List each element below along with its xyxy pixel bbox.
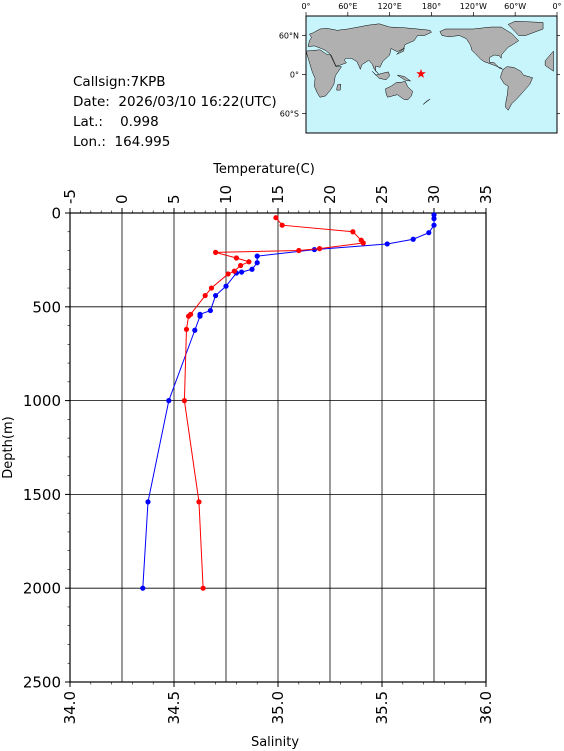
temperature-data-point <box>223 283 229 289</box>
depth-tick-label: 2000 <box>23 580 61 598</box>
salinity-data-point <box>246 259 252 265</box>
temperature-data-point <box>254 253 260 259</box>
salinity-data-point <box>237 262 244 269</box>
depth-tick-label: 1000 <box>23 392 61 410</box>
salinity-data-point <box>200 585 206 591</box>
map-lat-label: 60°N <box>279 32 299 41</box>
temperature-tick-label: 30 <box>425 185 443 204</box>
salinity-tick-label: 34.0 <box>61 691 79 724</box>
longitude-text: Lon.: 164.995 <box>73 134 171 150</box>
temperature-tick-label: 15 <box>269 185 287 204</box>
temperature-data-point <box>254 260 260 266</box>
temperature-data-point <box>431 216 437 222</box>
land-mass <box>439 26 520 70</box>
land-mass <box>372 71 390 80</box>
map-lat-label: 60°S <box>280 110 299 119</box>
temperature-data-point <box>197 313 203 319</box>
salinity-data-point <box>233 255 239 261</box>
salinity-tick-label: 35.5 <box>373 691 391 724</box>
temperature-tick-label: 10 <box>217 185 235 204</box>
temperature-data-point <box>431 212 437 218</box>
depth-tick-label: 1500 <box>23 486 61 504</box>
land-mass <box>305 49 343 98</box>
temperature-data-point <box>384 241 390 247</box>
salinity-data-point <box>213 249 219 255</box>
temperature-data-point <box>426 230 432 236</box>
salinity-data-point <box>296 247 302 254</box>
temperature-tick-label: 0 <box>113 194 131 204</box>
depth-axis-label: Depth(m) <box>1 416 16 478</box>
land-mass <box>336 83 342 91</box>
salinity-tick-label: 35.0 <box>269 691 287 724</box>
salinity-data-point <box>208 285 215 291</box>
salinity-data-point <box>225 271 231 277</box>
salinity-data-point <box>196 499 202 505</box>
depth-tick-label: 0 <box>51 205 61 223</box>
map-lon-label: 120°W <box>460 2 487 11</box>
temperature-data-point <box>410 236 416 242</box>
temperature-tick-label: 25 <box>373 185 391 204</box>
salinity-data-point <box>273 215 279 221</box>
salinity-data-point <box>181 398 187 404</box>
latitude-text: Lat.: 0.998 <box>73 114 159 130</box>
temperature-data-point <box>431 222 437 228</box>
map-lon-label: 0° <box>301 2 310 11</box>
salinity-axis-label: Salinity <box>251 735 299 750</box>
temperature-data-point <box>166 398 172 404</box>
station-info: Callsign:7KPB Date: 2026/03/10 16:22(UTC… <box>73 72 277 152</box>
temperature-tick-label: 35 <box>477 185 495 204</box>
land-mass <box>307 23 432 75</box>
temperature-data-point <box>140 585 146 591</box>
temperature-tick-label: -5 <box>61 189 79 204</box>
land-mass <box>385 80 413 101</box>
salinity-tick-label: 34.5 <box>165 691 183 724</box>
salinity-data-point <box>202 292 208 299</box>
land-mass <box>396 47 405 55</box>
map-lat-label: 0° <box>290 71 299 80</box>
temperature-data-point <box>239 269 245 275</box>
map-lon-label: 0° <box>552 2 561 11</box>
salinity-tick-label: 36.0 <box>477 691 495 724</box>
temperature-tick-label: 20 <box>321 185 339 204</box>
date-text: Date: 2026/03/10 16:22(UTC) <box>73 94 277 110</box>
depth-tick-label: 500 <box>32 298 61 316</box>
temperature-data-point <box>213 292 219 299</box>
map-lon-label: 180° <box>422 2 441 11</box>
temperature-tick-label: 5 <box>165 194 183 204</box>
temperature-axis-label: Temperature(C) <box>212 162 315 177</box>
map-lon-label: 60°W <box>504 2 526 11</box>
map-lon-label: 120°E <box>378 2 402 11</box>
location-map: 0° 60°E 120°E 180° 120°W 60°W 0° 60°N 0° 60°S <box>279 2 562 134</box>
station-marker-icon <box>416 68 426 78</box>
land-mass <box>507 20 544 36</box>
salinity-data-point <box>231 268 237 274</box>
land-mass <box>422 98 431 105</box>
salinity-data-point <box>317 246 323 252</box>
temperature-data-point <box>207 307 213 314</box>
temperature-data-point <box>249 266 255 272</box>
land-mass <box>397 74 411 82</box>
salinity-data-point <box>350 229 356 235</box>
salinity-data-point <box>185 313 192 319</box>
temperature-data-point <box>145 499 151 505</box>
callsign-text: Callsign:7KPB <box>73 74 166 90</box>
temperature-data-point <box>192 327 198 333</box>
salinity-data-point <box>279 222 285 228</box>
map-lon-label: 60°E <box>338 2 357 11</box>
salinity-data-point <box>360 240 366 246</box>
depth-tick-label: 2500 <box>23 674 61 692</box>
land-mass <box>544 50 554 72</box>
land-mass <box>500 66 533 111</box>
salinity-data-point <box>183 326 190 332</box>
